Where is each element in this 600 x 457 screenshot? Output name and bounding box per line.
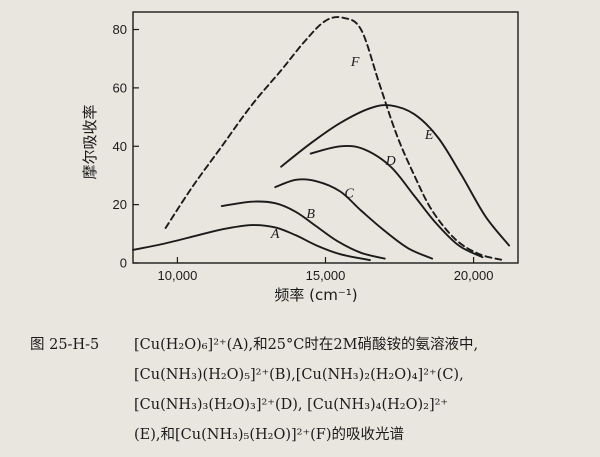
- caption-line: 图 25-H-5 [Cu(H₂O)₆]²⁺(A),和25°C时在2M硝酸铵的氨溶液…: [30, 330, 590, 360]
- series-line-c: [274, 178, 434, 260]
- series-line-e: [280, 104, 511, 247]
- y-tick-label: 0: [120, 256, 127, 271]
- curve-label-a: A: [270, 227, 280, 242]
- series-line-b: [220, 200, 386, 260]
- figure-caption: 图 25-H-5 [Cu(H₂O)₆]²⁺(A),和25°C时在2M硝酸铵的氨溶液…: [30, 330, 590, 450]
- caption-text-2: [Cu(NH₃)(H₂O)₅]²⁺(B),[Cu(NH₃)₂(H₂O)₄]²⁺(…: [134, 367, 464, 383]
- y-tick-label: 40: [113, 139, 127, 154]
- curve-label-b: B: [306, 207, 315, 222]
- x-tick-label: 20,000: [454, 268, 494, 283]
- caption-line: (E),和[Cu(NH₃)₅(H₂O)]²⁺(F)的吸收光谱: [30, 420, 590, 450]
- plot-frame: [132, 11, 519, 264]
- x-tick-label: 10,000: [158, 268, 198, 283]
- curve-label-f: F: [350, 55, 360, 70]
- curve-label-c: C: [345, 186, 355, 201]
- caption-text-4: (E),和[Cu(NH₃)₅(H₂O)]²⁺(F)的吸收光谱: [134, 427, 405, 443]
- caption-line: [Cu(NH₃)(H₂O)₅]²⁺(B),[Cu(NH₃)₂(H₂O)₄]²⁺(…: [30, 360, 590, 390]
- x-tick-label: 15,000: [306, 268, 346, 283]
- absorption-spectrum-chart: 0 20 40 60 80 10,000 15,000 20,000 A B C D E F 频率 (c…: [81, 11, 519, 304]
- series-line-d: [309, 144, 484, 259]
- caption-line: [Cu(NH₃)₃(H₂O)₃]²⁺(D), [Cu(NH₃)₄(H₂O)₂]²…: [30, 390, 590, 420]
- figure-number: 图 25-H-5: [30, 337, 100, 353]
- series-line-f: [164, 16, 505, 262]
- caption-text-3: [Cu(NH₃)₃(H₂O)₃]²⁺(D), [Cu(NH₃)₄(H₂O)₂]²…: [134, 397, 449, 413]
- x-axis-label: 频率 (cm⁻¹): [274, 286, 357, 304]
- y-tick-label: 80: [113, 22, 127, 37]
- series-line-a: [132, 224, 371, 262]
- caption-text-1: [Cu(H₂O)₆]²⁺(A),和25°C时在2M硝酸铵的氨溶液中,: [134, 337, 479, 353]
- y-tick-label: 20: [113, 197, 127, 212]
- y-tick-label: 60: [113, 80, 127, 95]
- y-axis-label: 摩尔吸收率: [81, 104, 99, 179]
- curve-label-e: E: [424, 128, 434, 143]
- curve-label-d: D: [385, 154, 396, 169]
